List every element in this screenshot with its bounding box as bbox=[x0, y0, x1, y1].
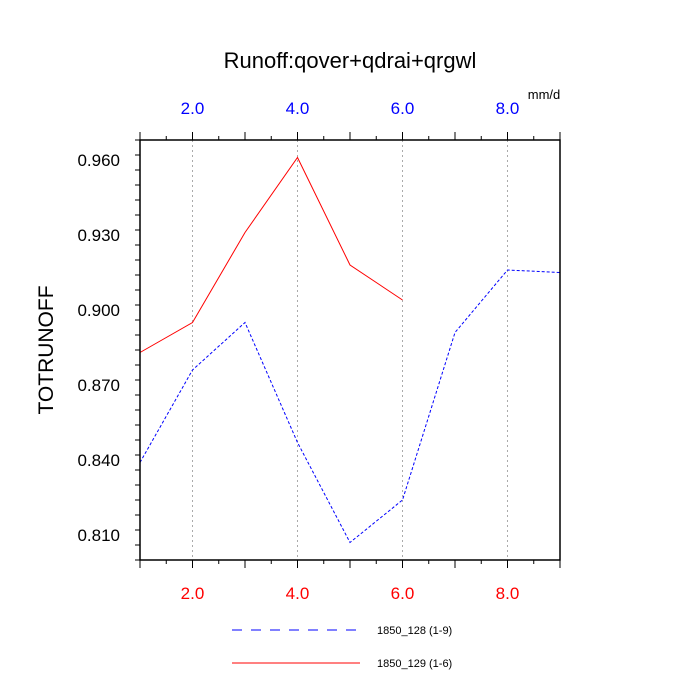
y-tick-label: 0.840 bbox=[77, 451, 120, 470]
series-lines bbox=[139, 156, 561, 544]
y-tick-label: 0.960 bbox=[77, 151, 120, 170]
x-top-tick-label: 2.0 bbox=[181, 99, 205, 118]
x-top-tick-label: 4.0 bbox=[286, 99, 310, 118]
tick-labels: 0.810 0.840 0.870 0.900 0.930 0.960 2.0 2.0 4.0 4… bbox=[77, 99, 519, 603]
y-tick-label: 0.810 bbox=[77, 526, 120, 545]
x-bottom-tick-label: 6.0 bbox=[391, 584, 415, 603]
legend: 1850_128 (1-9) 1850_129 (1-6) bbox=[232, 625, 452, 670]
y-tick-label: 0.900 bbox=[77, 301, 120, 320]
legend-label: 1850_128 (1-9) bbox=[377, 625, 452, 637]
y-axis-label: TOTRUNOFF bbox=[35, 285, 58, 414]
x-bottom-tick-label: 4.0 bbox=[286, 584, 310, 603]
x-top-tick-label: 6.0 bbox=[391, 99, 415, 118]
y-tick-label: 0.930 bbox=[77, 226, 120, 245]
legend-label: 1850_129 (1-6) bbox=[377, 658, 452, 670]
plot-frame bbox=[139, 139, 561, 561]
series-line bbox=[139, 269, 561, 544]
x-top-tick-label: 8.0 bbox=[496, 99, 520, 118]
x-bottom-tick-label: 2.0 bbox=[181, 584, 205, 603]
chart-title: Runoff:qover+qdrai+qrgwl bbox=[224, 48, 477, 73]
y-tick-label: 0.870 bbox=[77, 376, 120, 395]
grid-lines bbox=[192, 140, 508, 560]
units-label: mm/d bbox=[528, 87, 561, 102]
x-bottom-tick-label: 8.0 bbox=[496, 584, 520, 603]
axis-ticks bbox=[135, 132, 561, 568]
series-line bbox=[139, 156, 403, 353]
